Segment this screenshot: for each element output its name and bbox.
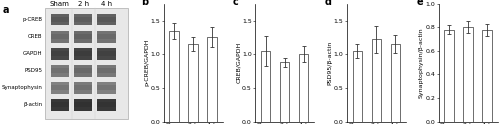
Bar (482, 30, 492, 122)
Bar (50, 34, 69, 39)
Bar (50, 82, 69, 94)
Bar (98, 31, 116, 43)
Bar (261, 51, 270, 122)
Bar (74, 68, 92, 73)
Y-axis label: CREB/GAPDH: CREB/GAPDH (236, 42, 240, 83)
Bar (50, 102, 69, 107)
Bar (74, 85, 92, 90)
Bar (50, 31, 69, 43)
Bar (50, 51, 69, 56)
Text: GAPDH: GAPDH (22, 51, 42, 56)
Text: 2 h: 2 h (78, 1, 89, 7)
Bar (50, 17, 69, 22)
Y-axis label: Synaptophysin/β-actin: Synaptophysin/β-actin (419, 27, 424, 98)
Text: Sham: Sham (50, 1, 70, 7)
Text: CREB: CREB (28, 34, 42, 39)
Bar (74, 51, 92, 56)
Text: Synaptophysin: Synaptophysin (2, 85, 42, 90)
Bar (98, 99, 116, 111)
Text: e: e (416, 0, 423, 7)
Bar (464, 27, 473, 122)
Bar (50, 85, 69, 90)
Bar (98, 102, 116, 107)
Bar (74, 14, 92, 25)
Text: b: b (141, 0, 148, 7)
Bar (74, 48, 92, 60)
Bar (444, 30, 454, 122)
Bar (98, 34, 116, 39)
Bar (74, 102, 92, 107)
Y-axis label: p-CREB/GAPDH: p-CREB/GAPDH (144, 39, 149, 86)
Bar (50, 14, 69, 25)
Bar (299, 54, 308, 122)
Bar (98, 85, 116, 90)
Bar (45, 8, 128, 119)
Bar (390, 44, 400, 122)
Bar (98, 14, 116, 25)
Bar (50, 48, 69, 60)
Bar (74, 65, 92, 77)
Text: p-CREB: p-CREB (22, 17, 42, 22)
Text: 4 h: 4 h (101, 1, 112, 7)
Text: d: d (324, 0, 332, 7)
Bar (372, 39, 381, 122)
Bar (74, 31, 92, 43)
Bar (50, 68, 69, 73)
Text: PSD95: PSD95 (24, 68, 42, 73)
Bar (280, 62, 289, 122)
Text: β-actin: β-actin (23, 102, 42, 107)
Bar (74, 99, 92, 111)
Y-axis label: PSD95/β-actin: PSD95/β-actin (328, 41, 332, 85)
Bar (98, 51, 116, 56)
Bar (98, 68, 116, 73)
Bar (50, 99, 69, 111)
Bar (50, 65, 69, 77)
Bar (352, 51, 362, 122)
Bar (98, 17, 116, 22)
Bar (188, 44, 198, 122)
Text: c: c (233, 0, 238, 7)
Bar (74, 34, 92, 39)
Bar (170, 31, 179, 122)
Bar (208, 37, 217, 122)
Bar (74, 82, 92, 94)
Bar (98, 82, 116, 94)
Bar (74, 17, 92, 22)
Bar (98, 65, 116, 77)
Bar (98, 48, 116, 60)
Text: a: a (2, 5, 9, 15)
